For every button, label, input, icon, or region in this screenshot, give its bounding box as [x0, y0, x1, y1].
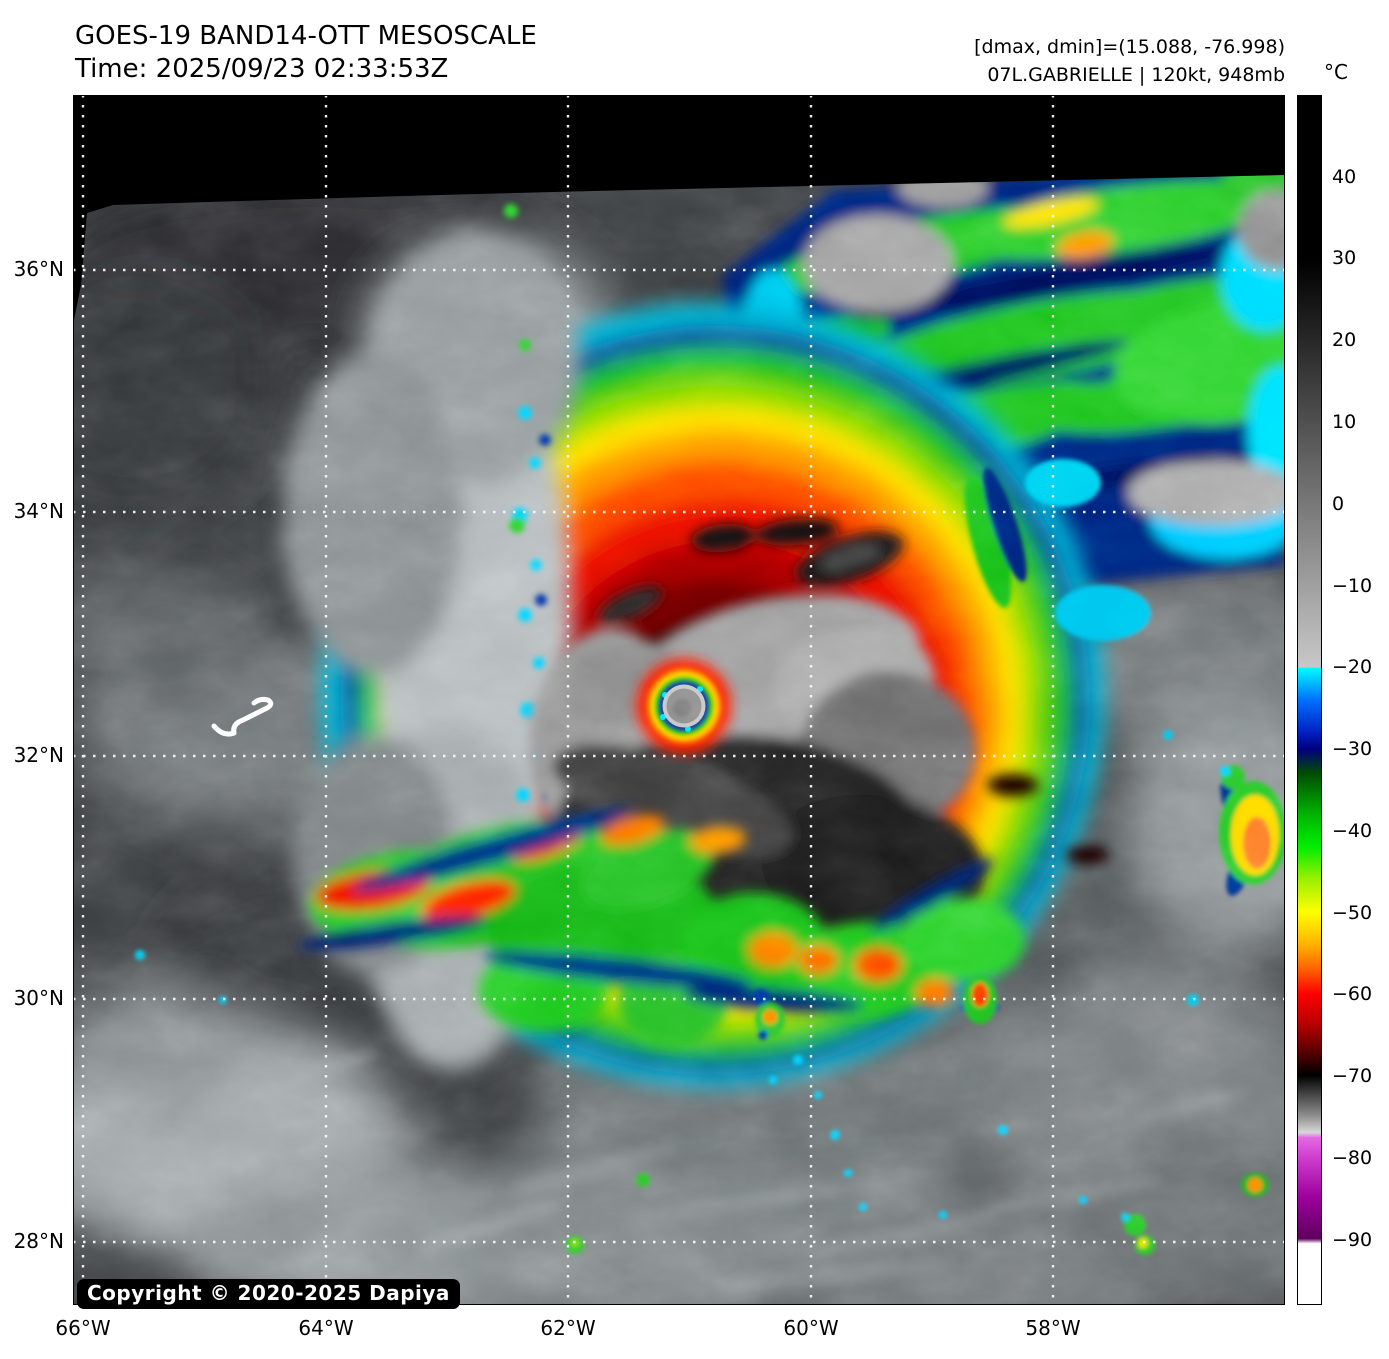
colorbar-tick-label: −60	[1332, 983, 1373, 1006]
title-block: GOES-19 BAND14-OTT MESOSCALE Time: 2025/…	[75, 20, 537, 86]
colorbar-tick-label: 0	[1332, 492, 1345, 515]
colorbar-tick-label: −10	[1332, 574, 1373, 597]
copyright-badge: Copyright © 2020-2025 Dapiya	[77, 1279, 460, 1309]
lon-label-60w: 60°W	[783, 1316, 839, 1340]
colorbar-tick-label: 30	[1332, 247, 1357, 270]
temperature-colorbar	[1297, 95, 1322, 1305]
cloud-texture-overlay	[73, 175, 1285, 1305]
lat-label-30n: 30°N	[13, 985, 64, 1010]
colorbar-tick-label: −90	[1332, 1228, 1373, 1251]
lat-label-34n: 34°N	[13, 498, 64, 523]
satellite-image	[73, 95, 1285, 1305]
colorbar-tick-label: −20	[1332, 656, 1373, 679]
lat-label-32n: 32°N	[13, 742, 64, 767]
no-data-region	[73, 95, 1285, 325]
colorbar-tick-label: 20	[1332, 329, 1357, 352]
colorbar-tick-label: −40	[1332, 819, 1373, 842]
lon-label-58w: 58°W	[1025, 1316, 1081, 1340]
timestamp: Time: 2025/09/23 02:33:53Z	[75, 53, 449, 84]
colorbar-tick-label: 10	[1332, 411, 1357, 434]
colorbar-tick-label: 40	[1332, 165, 1357, 188]
lon-label-62w: 62°W	[540, 1316, 596, 1340]
bermuda-outline	[211, 696, 274, 737]
storm-status-readout: 07L.GABRIELLE | 120kt, 948mb	[987, 63, 1285, 86]
dmax-dmin-readout: [dmax, dmin]=(15.088, -76.998)	[974, 36, 1285, 58]
satellite-image-panel	[73, 95, 1285, 1305]
colorbar-unit-label: °C	[1324, 60, 1348, 84]
colorbar-tick-label: −80	[1332, 1146, 1373, 1169]
gridlines	[73, 95, 1285, 1305]
lat-label-28n: 28°N	[13, 1228, 64, 1253]
colorbar-tick-label: −70	[1332, 1065, 1373, 1088]
page-title: GOES-19 BAND14-OTT MESOSCALE	[75, 21, 537, 51]
lon-label-64w: 64°W	[298, 1316, 354, 1340]
colorbar-tick-label: −30	[1332, 738, 1373, 760]
colorbar-gradient	[1298, 96, 1321, 1304]
lat-label-36n: 36°N	[13, 256, 64, 281]
colorbar-tick-labels: 40 30 20 10 0 −10 −20 −30 −40 −50 −60 −7…	[1332, 95, 1389, 1305]
map-border	[73, 95, 1285, 1305]
header-right-block: [dmax, dmin]=(15.088, -76.998) 07L.GABRI…	[974, 34, 1285, 89]
lon-label-66w: 66°W	[55, 1316, 111, 1340]
colorbar-tick-label: −50	[1332, 901, 1373, 924]
